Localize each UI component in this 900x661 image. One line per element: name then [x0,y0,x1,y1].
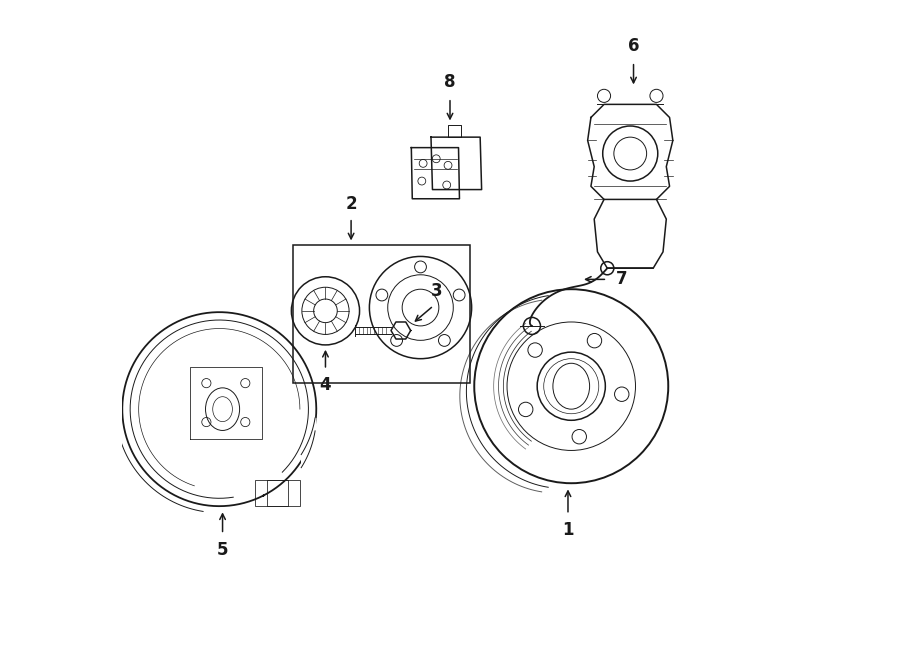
Text: 7: 7 [616,270,627,288]
Text: 5: 5 [217,541,229,559]
Text: 1: 1 [562,522,573,539]
Text: 2: 2 [346,194,357,213]
Text: 6: 6 [628,37,639,56]
Text: 3: 3 [431,282,443,300]
Text: 8: 8 [445,73,455,91]
Bar [267,480,300,506]
Bar [292,245,470,383]
Text: 4: 4 [320,376,331,395]
Bar [256,480,288,506]
